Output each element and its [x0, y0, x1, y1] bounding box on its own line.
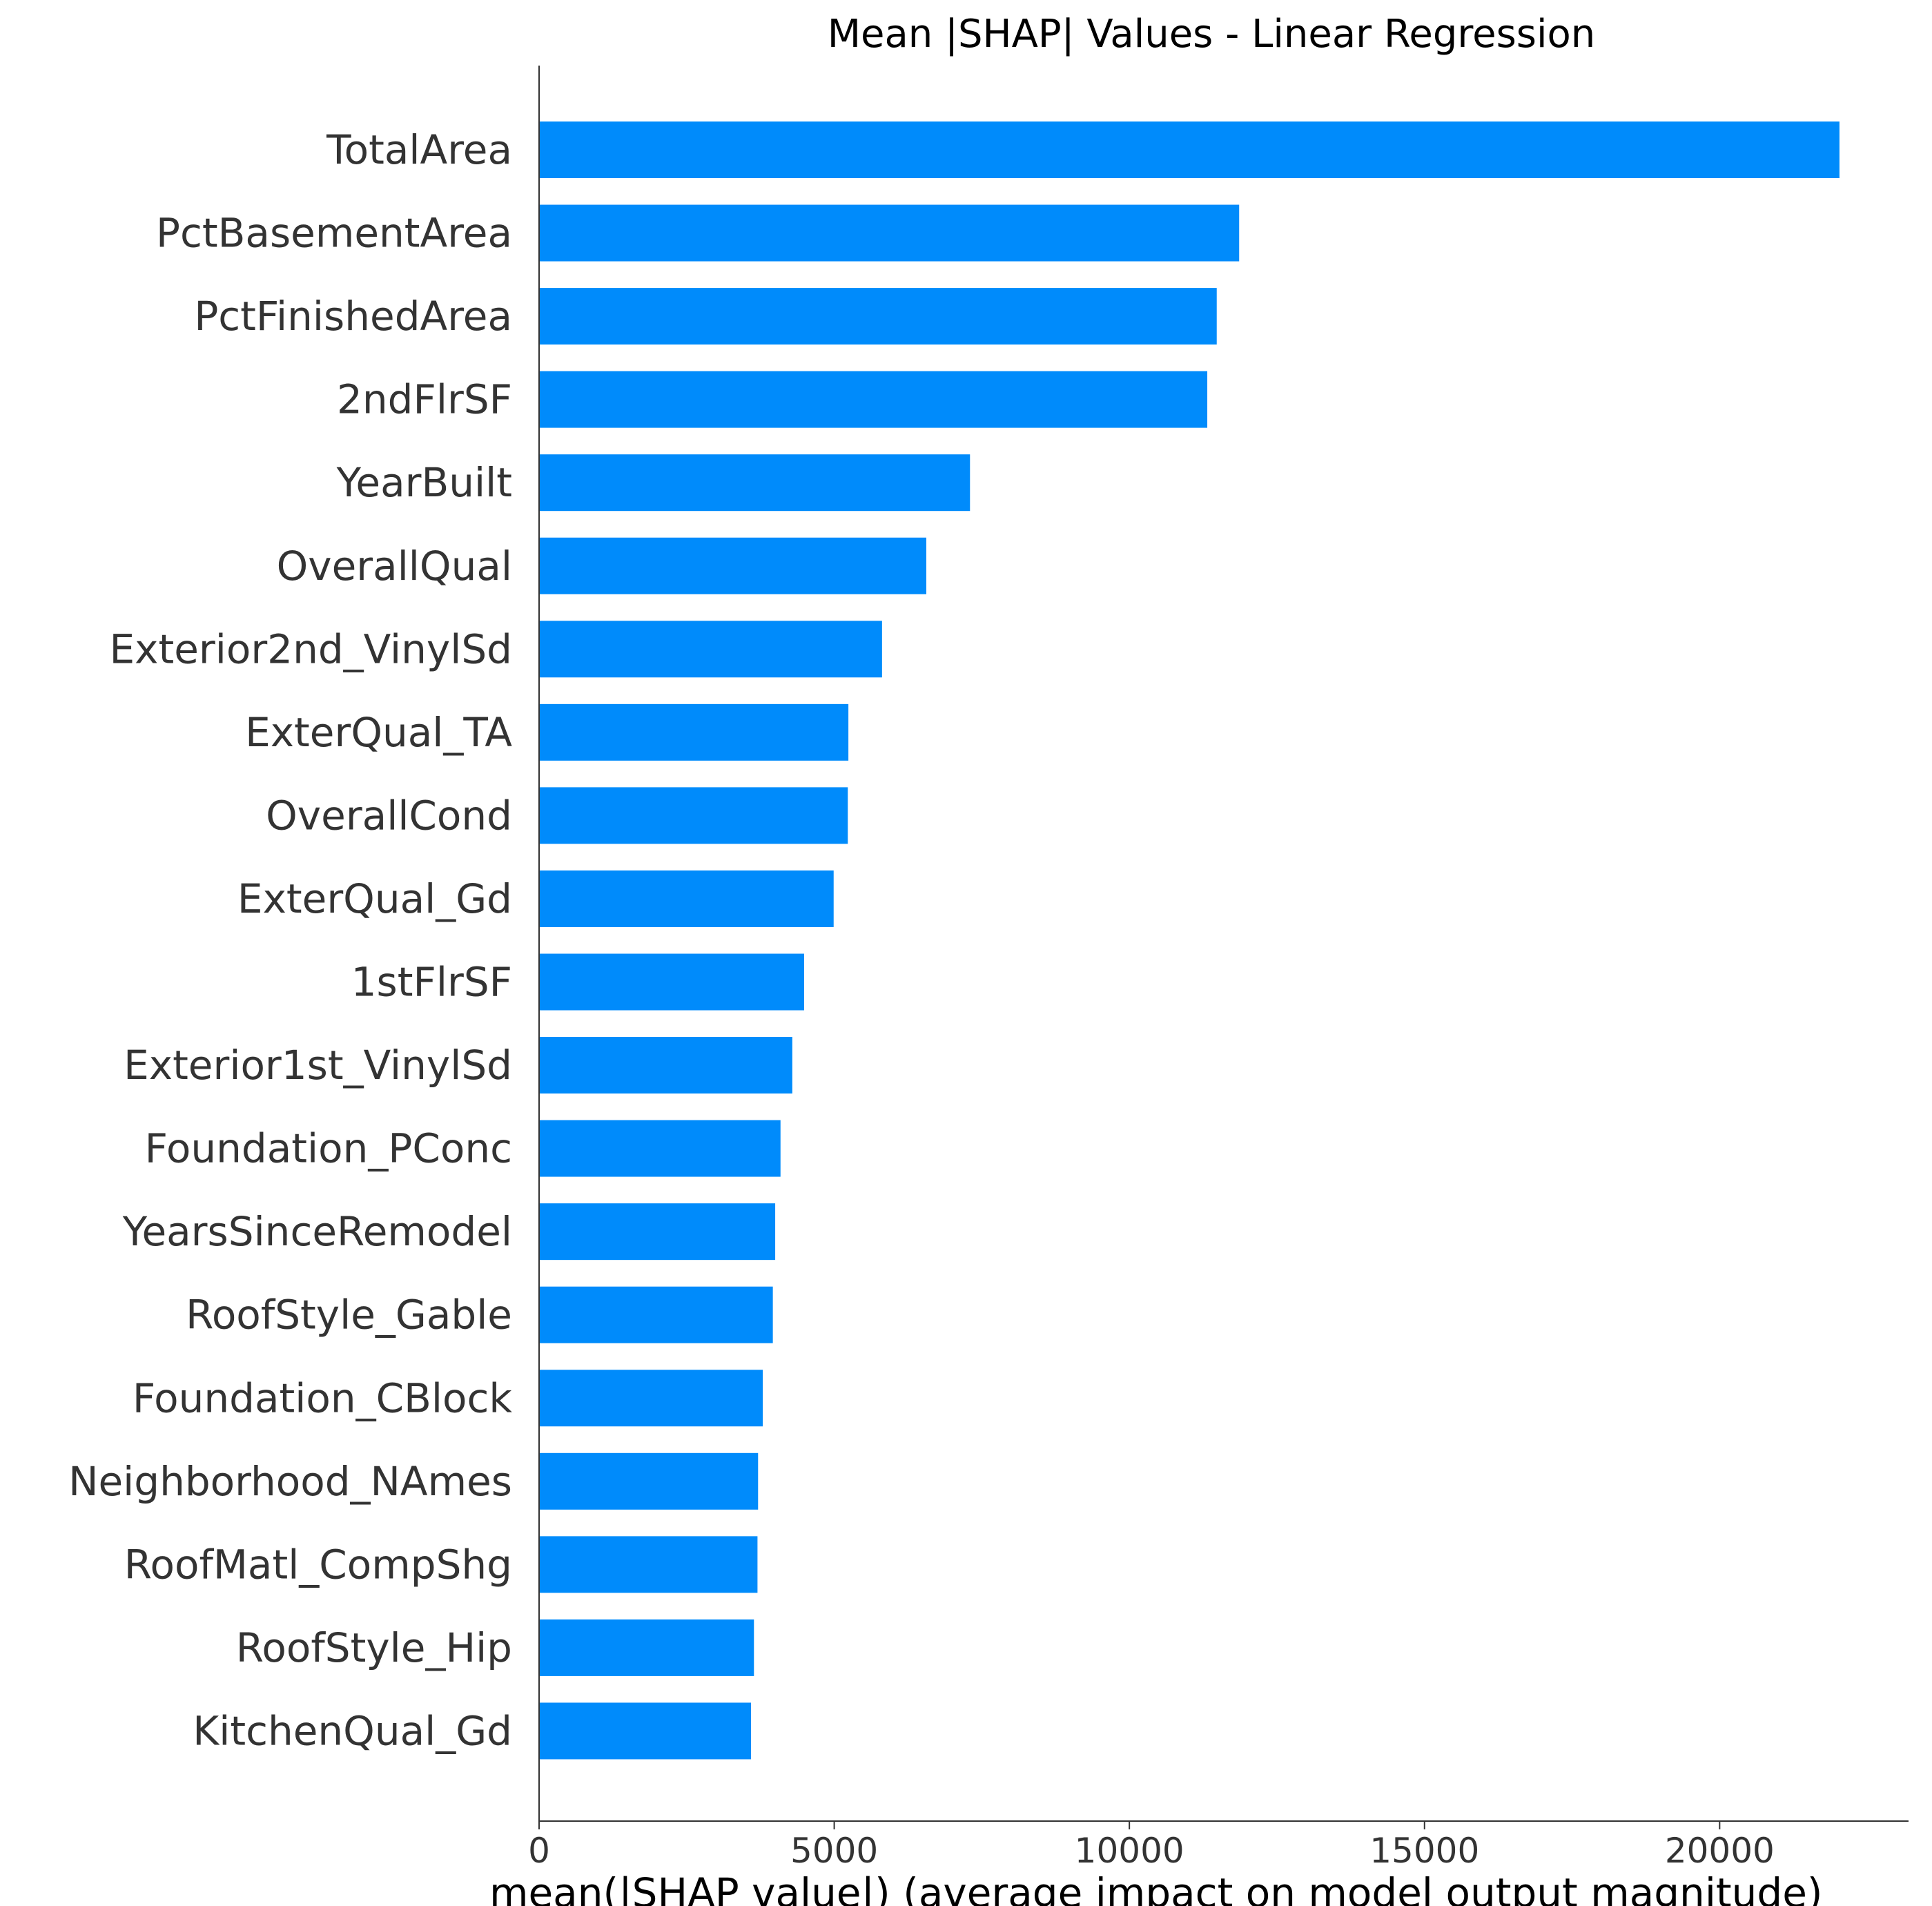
- y-tick-label: OverallCond: [266, 792, 512, 839]
- y-tick-label: 2ndFlrSF: [337, 376, 512, 423]
- bar-OverallCond: [539, 787, 848, 844]
- bar-YearsSinceRemodel: [539, 1203, 776, 1261]
- y-tick-label: ExterQual_Gd: [237, 875, 512, 922]
- y-tick-label: RoofMatl_CompShg: [124, 1541, 512, 1588]
- chart-title: Mean |SHAP| Values - Linear Regression: [828, 12, 1596, 57]
- bars-group: [539, 121, 1840, 1760]
- bar-RoofStyle_Hip: [539, 1619, 754, 1676]
- y-tick-label: RoofStyle_Gable: [186, 1292, 512, 1339]
- y-tick-label: YearBuilt: [336, 459, 512, 506]
- x-axis-label: mean(|SHAP value|) (average impact on mo…: [489, 1869, 1823, 1906]
- y-tick-label: 1stFlrSF: [351, 959, 512, 1006]
- y-tick-label: Foundation_PConc: [145, 1125, 512, 1172]
- y-tick-labels: TotalArea PctBasementArea PctFinishedArea 2…: [68, 126, 512, 1754]
- y-tick-label: ExterQual_TA: [245, 709, 512, 756]
- x-tick-label: 0: [528, 1831, 550, 1871]
- y-tick-label: Exterior2nd_VinylSd: [109, 625, 512, 672]
- bar-Foundation_PConc: [539, 1120, 781, 1177]
- x-ticks: 0 5000 10000 15000 20000: [528, 1821, 1775, 1871]
- bar-RoofStyle_Gable: [539, 1286, 773, 1343]
- bar-PctBasementArea: [539, 204, 1240, 262]
- y-tick-label: Neighborhood_NAmes: [68, 1458, 512, 1505]
- bar-ExterQual_Gd: [539, 870, 834, 927]
- x-tick-label: 5000: [790, 1831, 878, 1871]
- y-tick-label: Foundation_CBlock: [133, 1374, 513, 1421]
- bar-OverallQual: [539, 537, 926, 594]
- bar-Exterior2nd_VinylSd: [539, 621, 882, 678]
- y-tick-label: KitchenQual_Gd: [193, 1707, 512, 1754]
- bar-2ndFlrSF: [539, 371, 1208, 428]
- x-tick-label: 20000: [1665, 1831, 1775, 1871]
- bar-ExterQual_TA: [539, 703, 849, 761]
- bar-RoofMatl_CompShg: [539, 1536, 758, 1593]
- bar-KitchenQual_Gd: [539, 1702, 752, 1760]
- y-tick-label: TotalArea: [326, 126, 512, 173]
- bar-YearBuilt: [539, 454, 970, 512]
- y-tick-label: YearsSinceRemodel: [122, 1208, 512, 1255]
- bar-TotalArea: [539, 121, 1840, 178]
- x-tick-label: 15000: [1369, 1831, 1479, 1871]
- y-tick-label: Exterior1st_VinylSd: [124, 1042, 512, 1089]
- x-tick-label: 10000: [1075, 1831, 1184, 1871]
- y-tick-label: PctFinishedArea: [194, 293, 512, 340]
- bar-1stFlrSF: [539, 953, 804, 1011]
- y-tick-label: OverallQual: [277, 543, 512, 590]
- bar-PctFinishedArea: [539, 288, 1217, 345]
- bar-Foundation_CBlock: [539, 1370, 763, 1427]
- bar-Exterior1st_VinylSd: [539, 1037, 792, 1094]
- y-tick-label: PctBasementArea: [156, 210, 512, 257]
- bar-Neighborhood_NAmes: [539, 1452, 759, 1510]
- y-tick-label: RoofStyle_Hip: [236, 1624, 512, 1671]
